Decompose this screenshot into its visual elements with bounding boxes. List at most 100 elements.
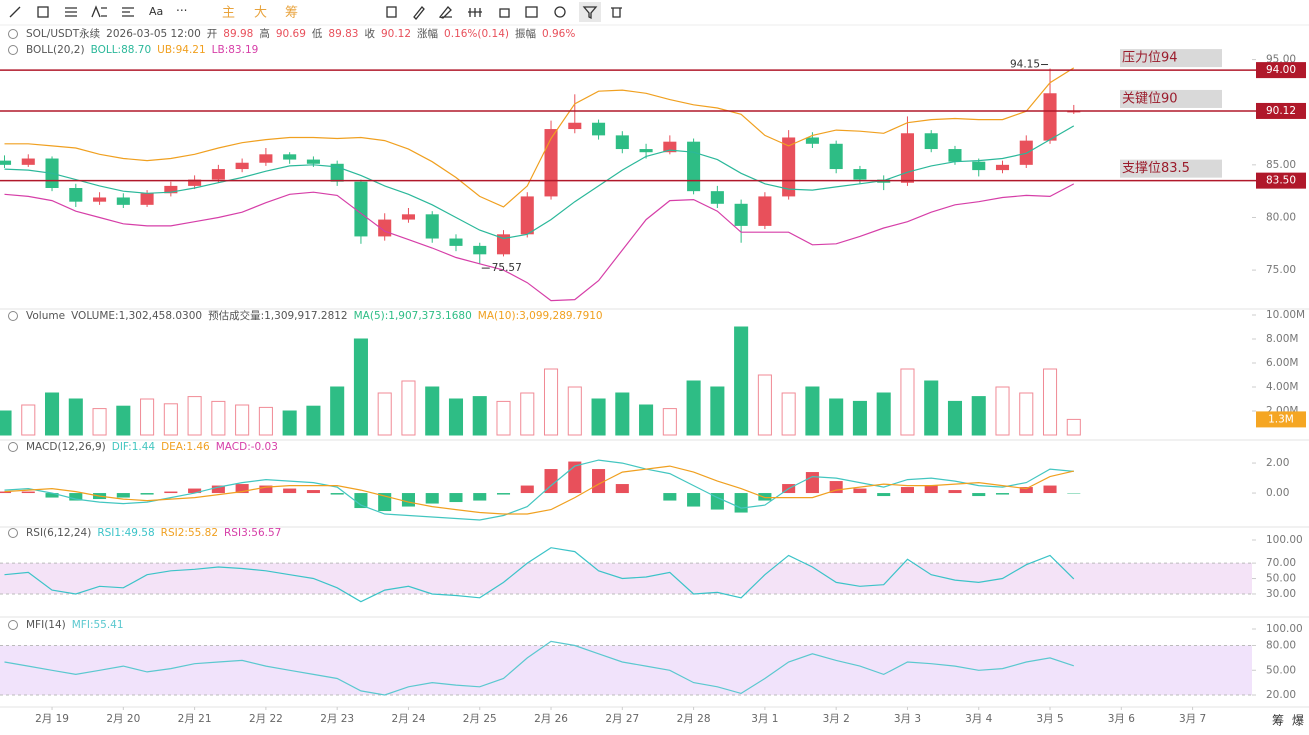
volume-bar	[710, 386, 725, 436]
fib-tool[interactable]	[91, 5, 107, 18]
candle-body	[21, 158, 35, 165]
x-tick-label: 2月 24	[392, 713, 426, 725]
y-tick-label: 2.00	[1266, 457, 1289, 469]
pen-tool[interactable]	[413, 6, 425, 20]
volume-bar	[639, 404, 654, 436]
note-tool[interactable]	[525, 6, 538, 18]
lines-tool[interactable]	[65, 7, 77, 17]
text-tool[interactable]: Aa	[149, 5, 163, 18]
boll-line	[4, 125, 1075, 240]
macd-line	[4, 465, 1074, 515]
y-tick-label: 85.00	[1266, 159, 1296, 171]
y-tick-label: 6.00M	[1266, 357, 1298, 369]
indicator-line	[4, 547, 1075, 603]
legend-text: Volume	[26, 310, 65, 322]
y-tick-label: 80.00	[1266, 640, 1296, 652]
level-badge-text: 90.12	[1266, 105, 1296, 117]
indicator-line	[4, 640, 1074, 696]
candle-body	[306, 159, 320, 164]
indicator-tab[interactable]: 筹	[285, 5, 298, 21]
candle-body	[853, 169, 867, 180]
volume-bar	[353, 338, 368, 436]
candle-body	[164, 185, 178, 194]
trend-tool[interactable]	[9, 6, 21, 18]
candle-body	[425, 214, 439, 239]
rect-tool[interactable]	[37, 6, 49, 18]
copy-tool[interactable]	[386, 6, 397, 18]
legend-text: 0.16%(0.14)	[444, 28, 509, 40]
macd-bar	[211, 485, 225, 494]
legend-text: 收	[364, 27, 375, 40]
volume-bar	[805, 386, 820, 436]
macd-bar	[259, 485, 273, 494]
macd-bar	[948, 490, 962, 494]
legend-text: MACD(12,26,9)	[26, 441, 106, 453]
macd-bar	[687, 493, 701, 507]
macd-bar	[877, 493, 891, 497]
volume-bar	[567, 386, 582, 436]
y-tick-label: 50.00	[1266, 573, 1296, 585]
legend-text: MFI:55.41	[72, 619, 124, 631]
x-tick-label: 3月 3	[894, 713, 921, 725]
pattern-tool[interactable]	[122, 7, 134, 17]
candle-body	[259, 154, 273, 163]
x-tick-label: 2月 25	[463, 713, 497, 725]
volume-bar	[163, 403, 178, 436]
indicator-tab[interactable]: 大	[254, 6, 267, 21]
macd-bar	[116, 493, 130, 498]
legend-text: 2026-03-05 12:00	[106, 28, 201, 40]
footer-button[interactable]: 筹	[1272, 714, 1284, 728]
level-name-bg	[1120, 89, 1222, 108]
volume-bar	[258, 406, 273, 436]
volume-bar	[377, 392, 392, 436]
magnet-tool[interactable]	[554, 6, 566, 18]
candle-body	[615, 135, 629, 150]
x-tick-label: 2月 28	[677, 713, 711, 725]
volume-bar	[68, 398, 83, 436]
candle-body	[592, 122, 606, 136]
brush-tool[interactable]	[438, 6, 452, 19]
level-badge	[1256, 172, 1306, 189]
legend-text: MFI(14)	[26, 619, 66, 631]
volume-bar	[306, 405, 321, 436]
candle-body	[663, 141, 677, 153]
measure-tool[interactable]	[468, 8, 482, 17]
filter-tool[interactable]	[582, 6, 598, 20]
level-badge	[1256, 62, 1306, 79]
lock-tool[interactable]	[499, 8, 510, 18]
candle-body	[473, 245, 487, 255]
macd-bar	[995, 493, 1010, 495]
candle-body	[900, 133, 914, 183]
macd-bar	[330, 493, 344, 495]
legend-text: 开	[207, 28, 218, 40]
volume-bar	[472, 396, 487, 436]
boll-line	[4, 67, 1075, 208]
y-tick-label: 4.00M	[1266, 381, 1298, 393]
x-tick-label: 2月 20	[106, 713, 140, 725]
volume-bar	[1019, 392, 1034, 436]
volume-bar	[852, 400, 867, 436]
indicator-tab[interactable]: 主	[222, 6, 235, 21]
legend-text: RSI2:55.82	[161, 527, 218, 539]
volume-bar	[781, 392, 796, 436]
candle-body	[211, 169, 225, 180]
candle-body	[568, 122, 582, 130]
candle-body	[401, 214, 415, 220]
candle-body	[948, 149, 962, 162]
macd-bar	[615, 484, 629, 494]
candle-body	[188, 179, 202, 186]
volume-bar	[947, 400, 963, 436]
volume-bar	[615, 392, 630, 436]
macd-bar	[710, 493, 724, 510]
footer-button[interactable]: 爆	[1292, 714, 1304, 728]
volume-bar	[686, 380, 701, 436]
macd-bar	[21, 491, 35, 494]
delete-tool[interactable]	[611, 7, 622, 18]
macd-bar	[805, 472, 819, 494]
more-tools[interactable]: ···	[176, 4, 187, 18]
macd-bar	[283, 488, 297, 494]
x-tick-label: 3月 1	[751, 713, 778, 725]
volume-bar	[1066, 418, 1081, 436]
volume-bar	[211, 400, 226, 436]
